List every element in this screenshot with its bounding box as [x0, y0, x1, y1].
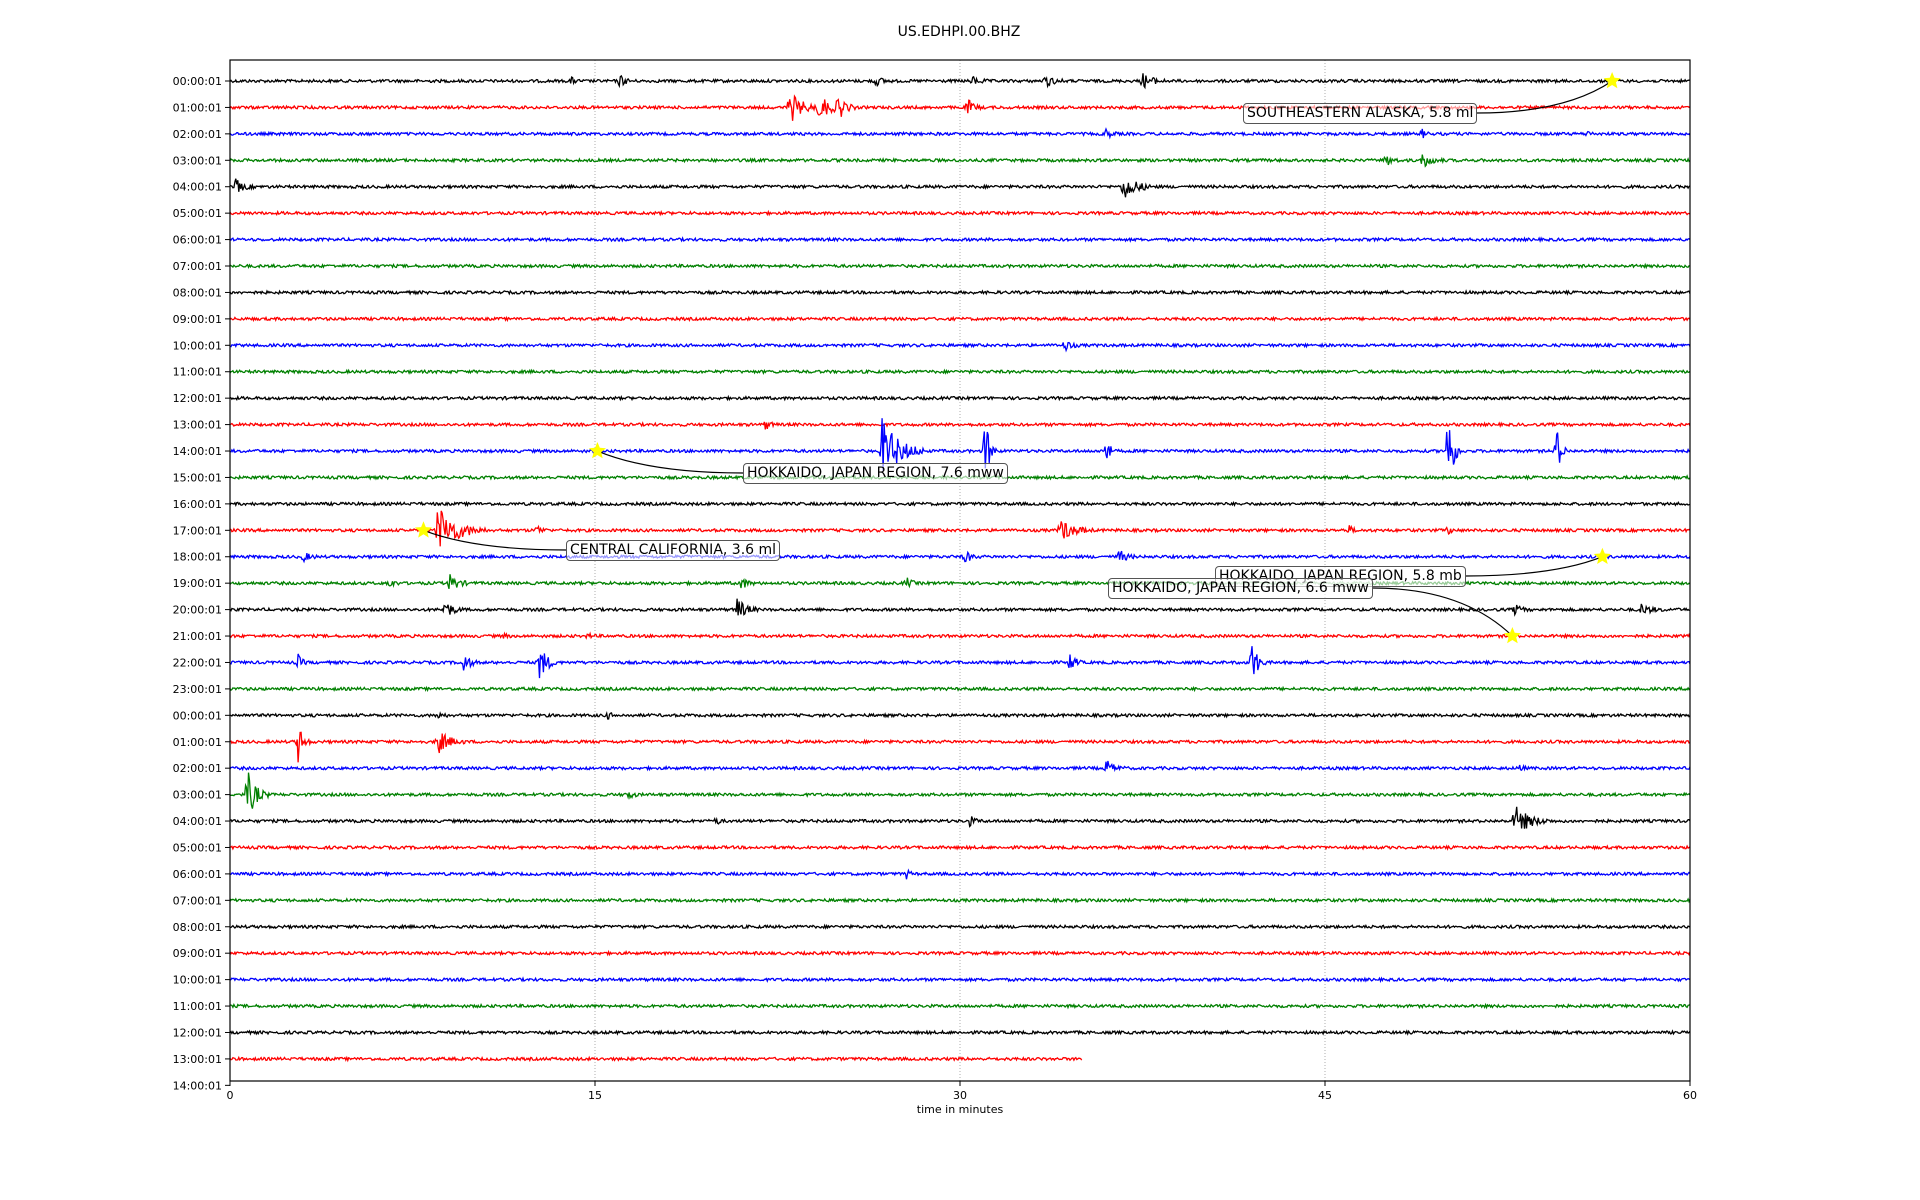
y-tick-label: 04:00:01: [173, 815, 222, 828]
x-tick-label: 15: [588, 1089, 602, 1102]
event-star-marker: [414, 521, 432, 538]
y-tick-label: 17:00:01: [173, 524, 222, 537]
annotation-connector: [1372, 587, 1513, 637]
y-tick-label: 08:00:01: [173, 286, 222, 299]
trace-row-20: [229, 598, 1691, 617]
trace-row-6: [229, 236, 1691, 243]
trace-row-18: [229, 550, 1691, 564]
axes-frame: [229, 59, 1691, 1082]
y-tick-label: 01:00:01: [173, 101, 222, 114]
y-tick-label: 07:00:01: [173, 260, 222, 273]
y-tick-label: 20:00:01: [173, 604, 222, 617]
trace-row-4: [229, 178, 1691, 198]
y-tick-label: 18:00:01: [173, 551, 222, 564]
trace-row-22: [229, 646, 1691, 679]
trace-row-13: [229, 421, 1691, 430]
trace-row-3: [229, 154, 1691, 168]
trace-row-25: [229, 731, 1691, 763]
annotation-connector: [423, 529, 567, 551]
y-tick-label: 08:00:01: [173, 921, 222, 934]
annotation-connector: [1476, 80, 1613, 114]
y-tick-label: 11:00:01: [173, 1000, 222, 1013]
y-tick-label: 13:00:01: [173, 1053, 222, 1066]
y-tick-label: 05:00:01: [173, 207, 222, 220]
y-tick-label: 21:00:01: [173, 630, 222, 643]
y-tick-label: 12:00:01: [173, 1026, 222, 1039]
y-tick-label: 13:00:01: [173, 419, 222, 432]
trace-row-32: [229, 923, 1691, 931]
y-tick-label: 19:00:01: [173, 577, 222, 590]
y-tick-label: 06:00:01: [173, 868, 222, 881]
event-star-marker: [1503, 627, 1521, 644]
y-tick-label: 12:00:01: [173, 392, 222, 405]
trace-row-28: [229, 806, 1691, 829]
x-tick-label: 45: [1318, 1089, 1332, 1102]
event-annotation: HOKKAIDO, JAPAN REGION, 7.6 mww: [743, 463, 1008, 484]
y-tick-label: 07:00:01: [173, 894, 222, 907]
y-tick-label: 14:00:01: [173, 1079, 222, 1092]
trace-row-30: [229, 868, 1691, 880]
trace-row-29: [229, 844, 1691, 851]
trace-row-8: [229, 289, 1691, 296]
trace-row-36: [229, 1029, 1691, 1036]
event-star-marker: [1593, 547, 1611, 564]
trace-row-34: [229, 976, 1691, 984]
y-tick-label: 05:00:01: [173, 841, 222, 854]
trace-row-23: [229, 685, 1691, 693]
y-tick-label: 22:00:01: [173, 656, 222, 669]
trace-row-35: [229, 1002, 1691, 1010]
y-tick-label: 02:00:01: [173, 128, 222, 141]
trace-row-33: [229, 949, 1691, 957]
y-tick-label: 03:00:01: [173, 154, 222, 167]
x-axis-label: time in minutes: [917, 1103, 1004, 1116]
trace-row-37: [229, 1055, 1083, 1063]
trace-row-24: [229, 711, 1691, 720]
event-annotation: CENTRAL CALIFORNIA, 3.6 ml: [566, 540, 781, 561]
trace-row-16: [229, 500, 1691, 508]
event-annotation: SOUTHEASTERN ALASKA, 5.8 ml: [1243, 103, 1478, 124]
trace-row-31: [229, 897, 1691, 904]
y-tick-label: 14:00:01: [173, 445, 222, 458]
y-tick-label: 11:00:01: [173, 366, 222, 379]
trace-row-17: [229, 510, 1691, 547]
trace-row-26: [229, 760, 1691, 773]
trace-row-11: [229, 368, 1691, 375]
y-tick-label: 03:00:01: [173, 789, 222, 802]
y-tick-label: 06:00:01: [173, 234, 222, 247]
trace-row-0: [229, 73, 1691, 90]
y-tick-label: 09:00:01: [173, 313, 222, 326]
x-tick-label: 60: [1683, 1089, 1697, 1102]
annotation-connector: [597, 450, 744, 474]
trace-row-27: [229, 772, 1691, 809]
trace-row-5: [229, 209, 1691, 217]
event-annotation: HOKKAIDO, JAPAN REGION, 5.8 mb: [1215, 566, 1466, 587]
trace-row-2: [229, 127, 1691, 140]
y-tick-label: 02:00:01: [173, 762, 222, 775]
x-tick-label: 30: [953, 1089, 967, 1102]
trace-row-21: [229, 631, 1691, 640]
trace-row-9: [229, 315, 1691, 323]
event-star-marker: [588, 442, 606, 459]
y-tick-label: 09:00:01: [173, 947, 222, 960]
trace-row-7: [229, 262, 1691, 270]
trace-row-14: [229, 418, 1691, 471]
trace-row-12: [229, 394, 1691, 402]
x-tick-label: 0: [227, 1089, 234, 1102]
y-tick-label: 10:00:01: [173, 339, 222, 352]
y-tick-label: 00:00:01: [173, 75, 222, 88]
y-tick-label: 15:00:01: [173, 471, 222, 484]
y-tick-label: 04:00:01: [173, 181, 222, 194]
event-star-marker: [1603, 72, 1621, 89]
trace-row-10: [229, 341, 1691, 353]
chart-title: US.EDHPI.00.BHZ: [898, 24, 1021, 40]
y-tick-label: 00:00:01: [173, 709, 222, 722]
event-annotation: HOKKAIDO, JAPAN REGION, 6.6 mww: [1108, 578, 1373, 599]
y-tick-label: 23:00:01: [173, 683, 222, 696]
annotation-connector: [1465, 556, 1603, 577]
y-tick-label: 10:00:01: [173, 974, 222, 987]
y-tick-label: 01:00:01: [173, 736, 222, 749]
y-tick-label: 16:00:01: [173, 498, 222, 511]
